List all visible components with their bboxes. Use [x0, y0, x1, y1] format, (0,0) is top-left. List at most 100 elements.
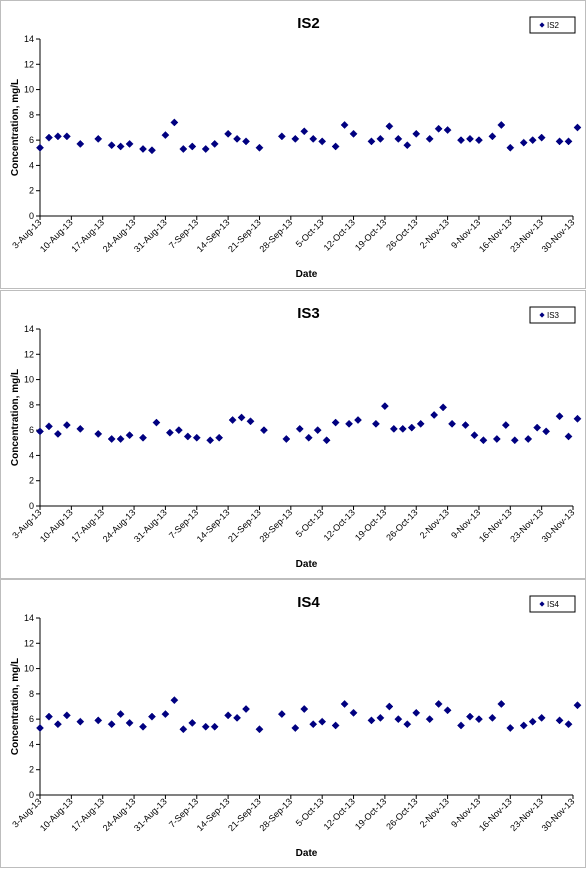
legend-is3: IS3	[529, 306, 576, 324]
y-tick-label: 2	[29, 476, 34, 486]
x-tick-label: 2-Nov-13	[418, 217, 451, 250]
x-tick-label: 24-Aug-13	[101, 796, 138, 833]
data-point-is2	[318, 137, 327, 146]
data-point-is3	[501, 421, 510, 430]
data-point-is4	[425, 715, 434, 724]
data-point-is4	[179, 725, 188, 734]
data-point-is4	[466, 712, 474, 721]
x-tick-label: 21-Sep-13	[226, 796, 263, 833]
data-point-is4	[300, 705, 309, 713]
data-point-is3	[533, 423, 542, 432]
data-point-is4	[376, 713, 385, 722]
x-tick-label: 30-Nov-13	[540, 217, 577, 254]
data-point-is2	[188, 142, 197, 151]
data-point-is2	[179, 145, 188, 153]
data-point-is4	[403, 720, 412, 729]
data-point-is4	[349, 708, 358, 717]
data-point-is2	[474, 136, 483, 145]
chart-panel-is4: IS4 0 2 4 6 8 10 12 14 3-Aug-13 10-Aug-13 17-Aug-13…	[0, 579, 586, 868]
data-point-is2	[210, 139, 219, 148]
data-point-is2	[425, 134, 434, 143]
data-point-is4	[161, 710, 170, 719]
data-point-is4	[519, 721, 528, 730]
x-axis-title: Date	[296, 269, 318, 280]
x-tick-label: 26-Oct-13	[384, 796, 419, 831]
x-tick-label: 10-Aug-13	[38, 507, 75, 544]
data-point-is3	[259, 426, 268, 435]
x-tick-label: 17-Aug-13	[69, 507, 106, 544]
data-point-is2	[277, 132, 286, 141]
data-point-is3	[206, 436, 215, 445]
x-tick-label: 31-Aug-13	[132, 796, 169, 833]
y-tick-label: 8	[29, 110, 34, 120]
chart-svg-is2: IS2024681012143-Aug-1310-Aug-1317-Aug-13…	[10, 15, 582, 280]
data-point-is3	[461, 421, 470, 430]
legend-box	[529, 306, 576, 324]
chart-title-is2: IS2	[297, 15, 320, 32]
y-tick-label: 8	[29, 400, 34, 410]
data-point-is4	[340, 700, 349, 708]
data-point-is2	[170, 118, 179, 127]
data-point-is2	[506, 143, 515, 152]
data-point-is2	[36, 143, 44, 152]
data-point-is2	[53, 132, 62, 141]
data-point-is2	[300, 127, 309, 136]
x-tick-label: 16-Nov-13	[477, 507, 514, 544]
data-point-is3	[407, 423, 416, 432]
legend-label: IS4	[547, 600, 560, 609]
legend-marker-diamond-icon	[539, 22, 545, 28]
data-point-is4	[125, 718, 134, 727]
data-point-is2	[385, 122, 394, 131]
x-tick-label: 2-Nov-13	[418, 796, 451, 829]
y-axis-title: Concentration, mg/L	[10, 658, 21, 755]
x-tick-label: 16-Nov-13	[477, 796, 514, 833]
data-point-is2	[488, 132, 497, 141]
data-point-is3	[304, 433, 313, 442]
x-tick-label: 28-Sep-13	[257, 217, 294, 254]
data-point-is3	[430, 411, 439, 419]
y-tick-label: 0	[29, 501, 34, 511]
x-tick-label: 12-Oct-13	[322, 796, 357, 831]
y-tick-label: 12	[24, 349, 34, 359]
data-point-is4	[318, 717, 327, 726]
data-point-is2	[340, 121, 349, 129]
data-point-is4	[385, 702, 394, 711]
chart-svg-is4: IS4024681012143-Aug-1310-Aug-1317-Aug-13…	[10, 594, 582, 859]
data-point-is3	[76, 424, 85, 433]
y-tick-label: 10	[24, 375, 34, 385]
data-point-is3	[389, 424, 398, 433]
data-point-is3	[125, 431, 134, 440]
y-tick-label: 6	[29, 425, 34, 435]
data-point-is3	[416, 419, 425, 428]
data-point-is2	[161, 131, 170, 140]
data-point-is3	[492, 435, 501, 443]
data-point-is3	[94, 429, 103, 438]
data-point-is4	[107, 720, 116, 729]
data-point-is3	[174, 426, 183, 435]
x-tick-label: 28-Sep-13	[257, 796, 294, 833]
x-tick-label: 14-Sep-13	[195, 217, 232, 254]
data-point-is2	[555, 137, 564, 146]
data-point-is4	[506, 724, 515, 732]
y-tick-label: 6	[29, 714, 34, 724]
data-point-is4	[94, 716, 103, 725]
data-point-is3	[371, 419, 380, 428]
data-point-is2	[528, 136, 537, 145]
data-point-is2	[242, 137, 250, 146]
data-point-is3	[45, 422, 53, 431]
x-tick-label: 17-Aug-13	[69, 796, 106, 833]
data-point-is3	[479, 436, 488, 445]
y-tick-label: 6	[29, 135, 34, 145]
data-point-is3	[282, 435, 291, 443]
data-point-is3	[354, 416, 362, 424]
data-point-is4	[116, 710, 125, 719]
x-tick-label: 21-Sep-13	[226, 507, 263, 544]
data-point-is3	[116, 435, 125, 443]
data-point-is2	[537, 133, 546, 142]
x-tick-label: 12-Oct-13	[322, 507, 357, 542]
data-point-is3	[542, 427, 551, 436]
x-tick-label: 17-Aug-13	[69, 217, 106, 254]
data-point-is3	[470, 431, 479, 440]
legend-is2: IS2	[529, 16, 576, 34]
y-axis-title: Concentration, mg/L	[10, 79, 21, 176]
